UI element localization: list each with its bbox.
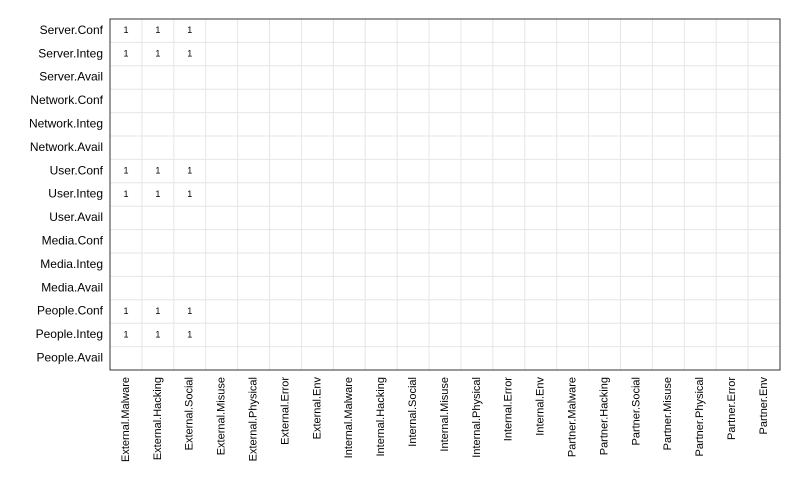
cell-label: 1 <box>123 165 128 175</box>
y-tick-label: Network.Avail <box>30 140 103 154</box>
x-tick-label: Internal.Hacking <box>375 377 387 457</box>
x-tick-label: External.Physical <box>247 377 259 461</box>
cell-label: 1 <box>155 306 160 316</box>
cell <box>141 19 174 43</box>
cell <box>110 19 142 43</box>
y-tick-label: People.Conf <box>37 304 104 318</box>
y-tick-label: People.Avail <box>37 350 104 364</box>
cell-label: 1 <box>155 165 160 175</box>
cell-label: 1 <box>123 329 128 339</box>
cell-label: 1 <box>123 25 128 35</box>
cell-label: 1 <box>187 25 192 35</box>
cell <box>141 182 174 207</box>
cell <box>141 42 174 66</box>
y-tick-label: People.Integ <box>36 327 103 341</box>
x-tick-label: Internal.Env <box>535 377 547 436</box>
cell-label: 1 <box>155 189 160 199</box>
cell <box>173 182 206 207</box>
cell-label: 1 <box>187 48 192 58</box>
y-tick-label: Server.Avail <box>39 70 103 84</box>
y-tick-label: Media.Integ <box>40 257 103 271</box>
cell <box>141 159 174 183</box>
y-tick-label: User.Conf <box>50 163 104 177</box>
y-tick-label: Server.Conf <box>40 23 104 37</box>
cell <box>110 299 142 324</box>
x-tick-label: Internal.Physical <box>471 377 483 458</box>
y-tick-label: Network.Integ <box>29 116 103 130</box>
x-tick-label: Partner.Misuse <box>662 377 674 450</box>
cell <box>173 19 206 43</box>
cell-label: 1 <box>187 189 192 199</box>
x-tick-label: Partner.Malware <box>567 377 579 457</box>
x-tick-label: External.Social <box>184 377 196 450</box>
x-tick-label: Partner.Hacking <box>598 377 610 455</box>
x-tick-label: External.Malware <box>120 377 132 462</box>
y-tick-label: User.Avail <box>49 210 103 224</box>
x-tick-label: Partner.Social <box>630 377 642 445</box>
x-tick-label: Internal.Malware <box>343 377 355 458</box>
cell <box>173 42 206 66</box>
x-tick-label: Internal.Error <box>503 377 515 442</box>
x-tick-label: External.Hacking <box>152 377 164 460</box>
cell <box>110 159 142 183</box>
x-tick-label: Partner.Physical <box>694 377 706 456</box>
y-tick-label: User.Integ <box>48 187 103 201</box>
x-tick-label: Internal.Misuse <box>439 377 451 452</box>
x-tick-label: External.Misuse <box>216 377 228 455</box>
x-tick-label: Partner.Error <box>726 377 738 440</box>
cell-label: 1 <box>123 306 128 316</box>
cell <box>173 323 206 347</box>
cell-label: 1 <box>155 25 160 35</box>
cell <box>110 323 142 347</box>
cell-label: 1 <box>123 48 128 58</box>
cell-label: 1 <box>123 189 128 199</box>
y-tick-label: Network.Conf <box>30 93 103 107</box>
x-tick-label: External.Error <box>279 377 291 445</box>
cell <box>141 323 174 347</box>
cell-label: 1 <box>187 306 192 316</box>
cell <box>110 182 142 207</box>
cell <box>173 159 206 183</box>
cell-label: 1 <box>187 165 192 175</box>
plot-border <box>109 18 781 371</box>
x-tick-label: Partner.Env <box>758 377 770 435</box>
cell <box>141 299 174 324</box>
plot-area <box>110 19 780 370</box>
cell <box>110 42 142 66</box>
y-tick-label: Media.Conf <box>42 233 104 247</box>
y-tick-label: Server.Integ <box>38 46 103 60</box>
cell-label: 1 <box>155 48 160 58</box>
cell-label: 1 <box>155 329 160 339</box>
x-tick-label: Internal.Social <box>407 377 419 447</box>
x-tick-label: External.Env <box>311 377 323 440</box>
y-tick-label: Media.Avail <box>41 280 103 294</box>
cell-label: 1 <box>187 329 192 339</box>
cell <box>173 299 206 324</box>
